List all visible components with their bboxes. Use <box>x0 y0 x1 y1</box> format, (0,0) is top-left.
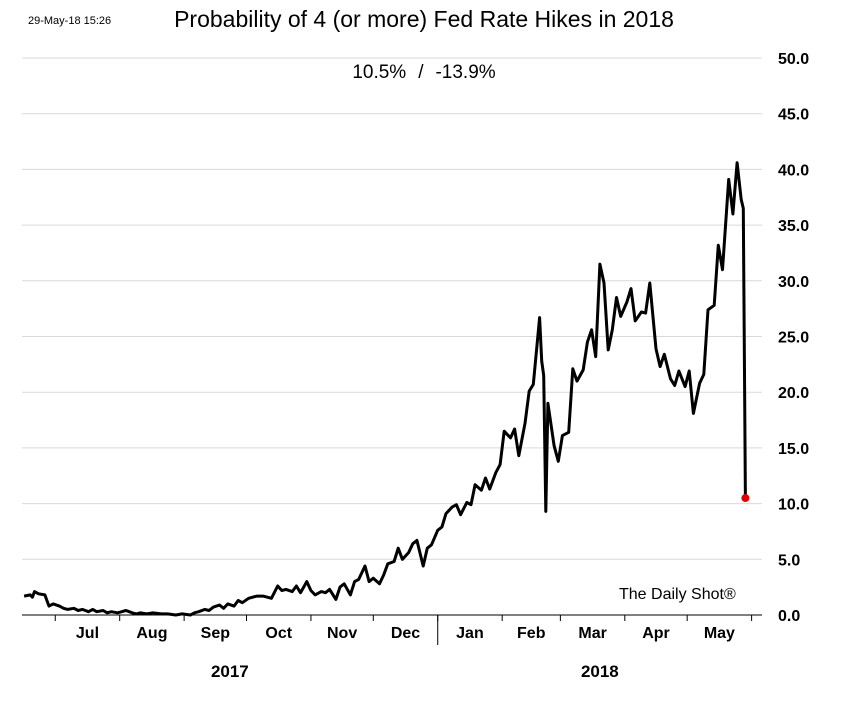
timestamp: 29-May-18 15:26 <box>28 15 112 27</box>
y-tick-label: 0.0 <box>778 608 800 625</box>
axis-labels: 0.0 5.0 10.0 15.0 20.0 25.0 30.0 35.0 40.0 45.0 50… <box>76 51 809 681</box>
y-tick-label: 30.0 <box>778 274 809 291</box>
chart-title: Probability of 4 (or more) Fed Rate Hike… <box>174 6 674 32</box>
y-tick-label: 15.0 <box>778 441 809 458</box>
year-label: 2017 <box>211 662 249 681</box>
x-tick-label: Mar <box>578 625 606 642</box>
series-line <box>23 161 747 617</box>
x-tick-label: Oct <box>265 625 292 642</box>
x-tick-label: Jan <box>456 625 484 642</box>
x-tick-label: Jul <box>76 625 99 642</box>
watermark: The Daily Shot® <box>619 586 736 603</box>
gridlines <box>22 57 762 560</box>
x-tick-label: Feb <box>517 625 546 642</box>
x-tick-label: Aug <box>136 625 167 642</box>
y-tick-label: 45.0 <box>778 107 809 124</box>
change-value: -13.9% <box>435 62 496 83</box>
x-tick-label: Dec <box>391 625 420 642</box>
y-tick-label: 20.0 <box>778 385 809 402</box>
y-tick-label: 25.0 <box>778 330 809 347</box>
chart-subtitle: 10.5% / -13.9% <box>0 62 848 84</box>
year-label: 2018 <box>581 662 619 681</box>
latest-value: 10.5% <box>352 62 407 83</box>
y-tick-label: 50.0 <box>778 51 809 68</box>
y-tick-label: 35.0 <box>778 218 809 235</box>
x-tick-label: Sep <box>201 625 231 642</box>
y-tick-label: 40.0 <box>778 162 809 179</box>
x-tick-label: Apr <box>642 625 670 642</box>
last-point-marker <box>741 494 750 503</box>
y-tick-label: 5.0 <box>778 552 800 569</box>
subtitle-separator: / <box>418 62 424 83</box>
series-layer <box>23 161 750 617</box>
y-tick-label: 10.0 <box>778 497 809 514</box>
x-tick-label: Nov <box>327 625 357 642</box>
x-tick-label: May <box>704 625 735 642</box>
